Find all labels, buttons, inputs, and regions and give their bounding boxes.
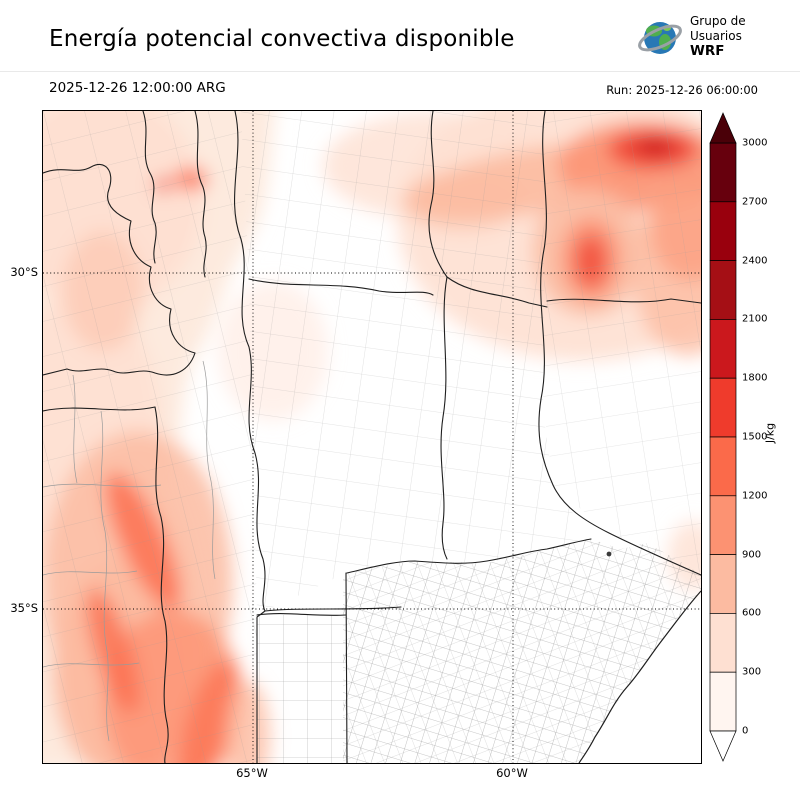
colorbar-tick-label: 2100 (742, 313, 768, 325)
colorbar-tick-label: 0 (742, 725, 749, 737)
county-lines-west (43, 360, 216, 742)
colorbar-under-arrow (709, 730, 737, 762)
header-divider (0, 71, 800, 72)
lon-tick-60w: 60°W (496, 766, 528, 780)
logo-line-3: WRF (690, 43, 725, 59)
colorbar-segment (709, 260, 737, 320)
colorbar-over-arrow (709, 112, 737, 144)
colorbar-tick-label: 600 (742, 607, 762, 619)
lat-tick-35s: 35°S (10, 601, 38, 615)
colorbar-segment (709, 436, 737, 497)
colorbar-unit-label: J/kg (763, 422, 777, 444)
colorbar-segment (709, 554, 737, 614)
colorbar-segment (709, 495, 737, 555)
colorbar: 3000 2700 2400 2100 1800 1500 1200 900 600 300 0 J… (706, 110, 798, 770)
colorbar-tick-label: 300 (742, 666, 762, 678)
colorbar-tick-label: 1800 (742, 372, 768, 384)
map-svg (43, 111, 701, 763)
colorbar-segment (709, 377, 737, 438)
coastline (578, 590, 701, 763)
lat-tick-30s: 30°S (10, 265, 38, 279)
province-borders-layer (43, 111, 701, 763)
colorbar-tick-label: 2400 (742, 255, 768, 267)
colorbar-tick-label: 3000 (742, 137, 768, 149)
colorbar-tick-label: 1200 (742, 490, 768, 502)
colorbar-tick-label: 900 (742, 549, 762, 561)
page-title: Energía potencial convectiva disponible (49, 26, 515, 52)
colorbar-tick-label: 1500 (742, 431, 768, 443)
city-marker (606, 551, 612, 557)
lon-tick-65w: 65°W (236, 766, 268, 780)
colorbar-segment (709, 613, 737, 673)
colorbar-tick-label: 2700 (742, 196, 768, 208)
map-canvas (42, 110, 702, 764)
globe-icon (638, 22, 682, 54)
colorbar-svg (709, 112, 737, 762)
wrf-logo: Grupo de Usuarios WRF (636, 13, 770, 65)
colorbar-segment (709, 201, 737, 261)
logo-line-1: Grupo de (690, 14, 746, 28)
run-time-label: Run: 2025-12-26 06:00:00 (606, 83, 758, 97)
valid-time-label: 2025-12-26 12:00:00 ARG (49, 80, 226, 96)
logo-line-2: Usuarios (690, 29, 742, 43)
county-borders-layer (43, 111, 701, 763)
graticule-layer (43, 111, 701, 763)
colorbar-segment (709, 319, 737, 379)
colorbar-ticks: 3000 2700 2400 2100 1800 1500 1200 900 600 300 0 (706, 110, 798, 770)
